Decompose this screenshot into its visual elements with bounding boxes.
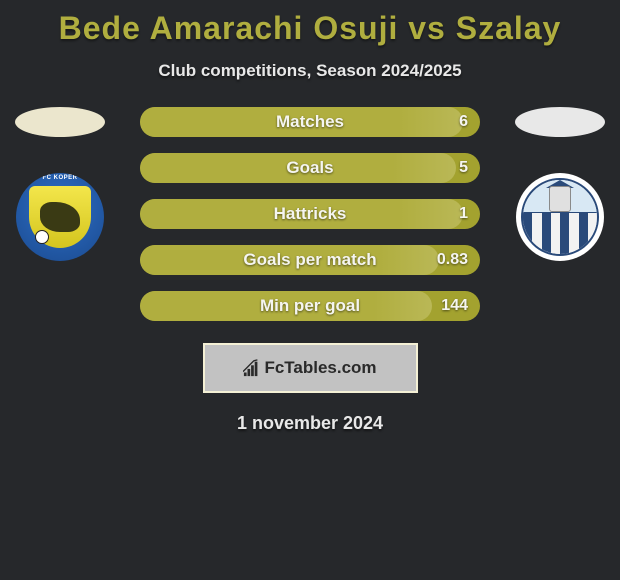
stat-label: Min per goal — [140, 296, 480, 316]
stat-label: Matches — [140, 112, 480, 132]
subtitle: Club competitions, Season 2024/2025 — [0, 61, 620, 81]
stat-row: Min per goal144 — [140, 291, 480, 321]
stat-label: Goals per match — [140, 250, 480, 270]
left-badge-top-text: FC KOPER — [42, 175, 77, 181]
bar-chart-icon — [243, 359, 261, 377]
brand-text: FcTables.com — [264, 358, 376, 378]
ball-icon — [35, 230, 49, 244]
stat-label: Hattricks — [140, 204, 480, 224]
right-club-badge: NK NAFTA — [516, 173, 604, 261]
badge-tower-icon — [549, 186, 571, 212]
left-player-column: FC KOPER — [0, 107, 120, 261]
stat-row: Goals5 — [140, 153, 480, 183]
page-title: Bede Amarachi Osuji vs Szalay — [0, 0, 620, 47]
stat-value: 1 — [459, 205, 468, 223]
stats-table: Matches6 Goals5 Hattricks1 Goals per match0… — [140, 107, 480, 321]
stat-value: 6 — [459, 113, 468, 131]
right-player-oval — [515, 107, 605, 137]
stat-row: Goals per match0.83 — [140, 245, 480, 275]
stat-value: 0.83 — [437, 251, 468, 269]
left-badge-shield — [29, 186, 91, 248]
badge-stripes — [523, 213, 597, 254]
stat-value: 5 — [459, 159, 468, 177]
right-player-column: NK NAFTA — [500, 107, 620, 261]
stat-row: Hattricks1 — [140, 199, 480, 229]
stat-row: Matches6 — [140, 107, 480, 137]
stat-label: Goals — [140, 158, 480, 178]
fctables-logo: FcTables.com — [203, 343, 418, 393]
bull-icon — [40, 202, 80, 232]
left-club-badge: FC KOPER — [16, 173, 104, 261]
stat-value: 144 — [441, 297, 468, 315]
left-player-oval — [15, 107, 105, 137]
content-area: FC KOPER NK NAFTA Matches6 Goals5 Hattrick… — [0, 107, 620, 434]
date-label: 1 november 2024 — [0, 413, 620, 434]
